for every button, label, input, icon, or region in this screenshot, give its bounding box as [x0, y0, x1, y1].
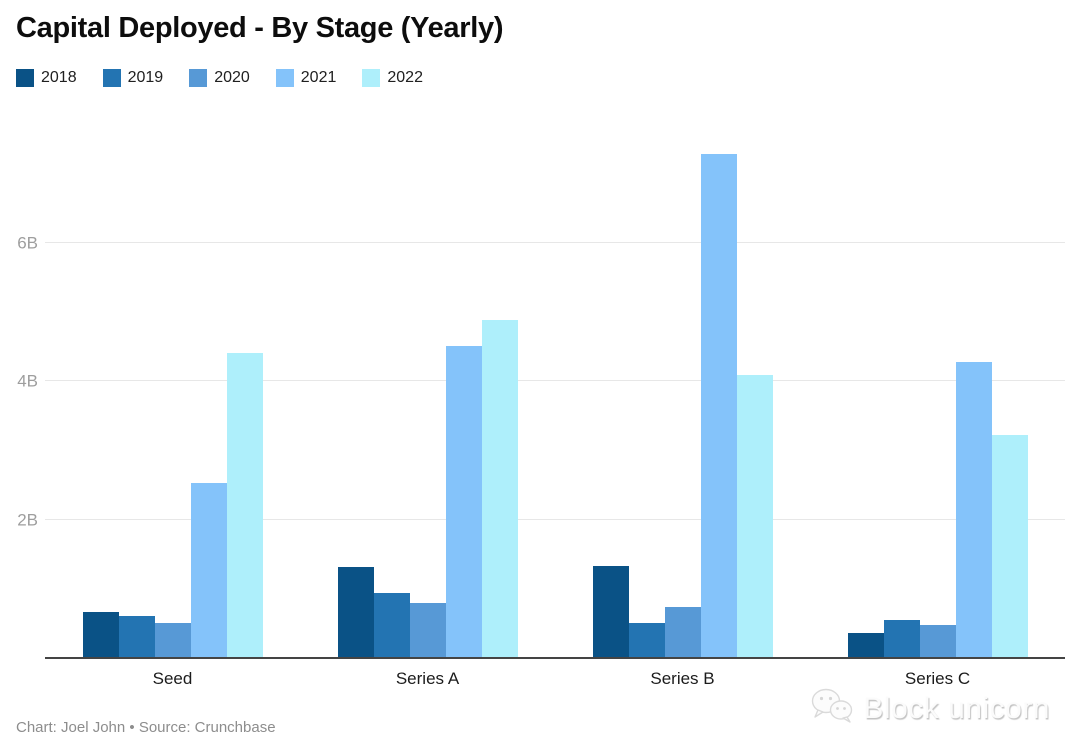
legend-label-2021: 2021: [300, 69, 337, 86]
watermark: Block unicorn: [809, 686, 1050, 731]
legend-item-2021: 2021: [275, 69, 337, 87]
bar-2020-series-b: [664, 607, 701, 658]
bar-2020-series-a: [409, 603, 446, 658]
bar-2020-seed: [154, 623, 191, 658]
chart-area: 2B 4B 6B Seed Series A Series B Series C: [0, 104, 1080, 704]
x-label-series-c: Series C: [904, 669, 971, 688]
y-axis-tick-labels: 2B 4B 6B: [0, 104, 38, 658]
chat-bubbles-icon: [809, 686, 855, 731]
plot-area: [45, 104, 1065, 658]
x-axis-line: [45, 657, 1065, 659]
x-axis-category-labels: Seed Series A Series B Series C: [45, 669, 1065, 691]
chart-title: Capital Deployed - By Stage (Yearly): [16, 12, 504, 44]
y-tick-4b: 4B: [17, 371, 38, 391]
legend-item-2018: 2018: [16, 69, 77, 87]
bar-2019-series-c: [883, 619, 920, 658]
gridline-4b: [45, 380, 1065, 381]
bar-2021-series-a: [445, 346, 482, 658]
bar-2022-series-a: [481, 320, 518, 658]
legend-item-2020: 2020: [189, 69, 250, 87]
y-tick-6b: 6B: [17, 233, 38, 252]
x-label-series-b: Series B: [650, 669, 715, 688]
x-label-series-a: Series A: [395, 669, 460, 688]
bar-group-series-a: [300, 104, 555, 658]
bar-2022-series-b: [736, 375, 773, 658]
bar-2022-series-c: [991, 435, 1028, 658]
bar-group-series-c: [810, 104, 1065, 658]
legend-swatch-2019: [102, 69, 121, 87]
bar-2018-series-a: [337, 566, 374, 658]
bar-2022-seed: [226, 353, 263, 658]
legend-label-2020: 2020: [214, 69, 250, 86]
legend-swatch-2021: [275, 69, 294, 87]
bar-2018-series-c: [847, 633, 884, 658]
bar-2019-series-b: [628, 623, 665, 658]
bar-2021-seed: [190, 482, 227, 658]
legend-swatch-2020: [189, 69, 208, 87]
legend-item-2019: 2019: [102, 69, 164, 87]
bar-2018-seed: [82, 611, 119, 658]
legend-label-2022: 2022: [387, 69, 423, 86]
legend-label-2018: 2018: [41, 69, 77, 86]
bar-group-series-b: [555, 104, 810, 658]
legend-swatch-2018: [16, 69, 34, 87]
legend-swatch-2022: [362, 69, 381, 87]
legend-label-2019: 2019: [127, 69, 164, 86]
legend-item-2022: 2022: [362, 69, 423, 87]
y-tick-2b: 2B: [17, 510, 38, 529]
gridline-6b: [45, 241, 1065, 243]
bar-2021-series-c: [955, 362, 992, 658]
watermark-text: Block unicorn: [863, 691, 1050, 725]
credit-text: Chart: Joel John • Source: Crunchbase: [16, 719, 276, 736]
bar-2019-series-a: [373, 592, 410, 658]
chart-legend: 2018 2019 2020 2021 2022: [16, 69, 423, 87]
bar-2020-series-c: [919, 624, 956, 658]
gridline-2b: [45, 518, 1065, 520]
bar-2021-series-b: [700, 153, 737, 658]
x-label-seed: Seed: [152, 669, 193, 688]
bar-2019-seed: [118, 616, 155, 658]
bar-group-seed: [45, 104, 300, 658]
bar-2018-series-b: [592, 565, 629, 658]
